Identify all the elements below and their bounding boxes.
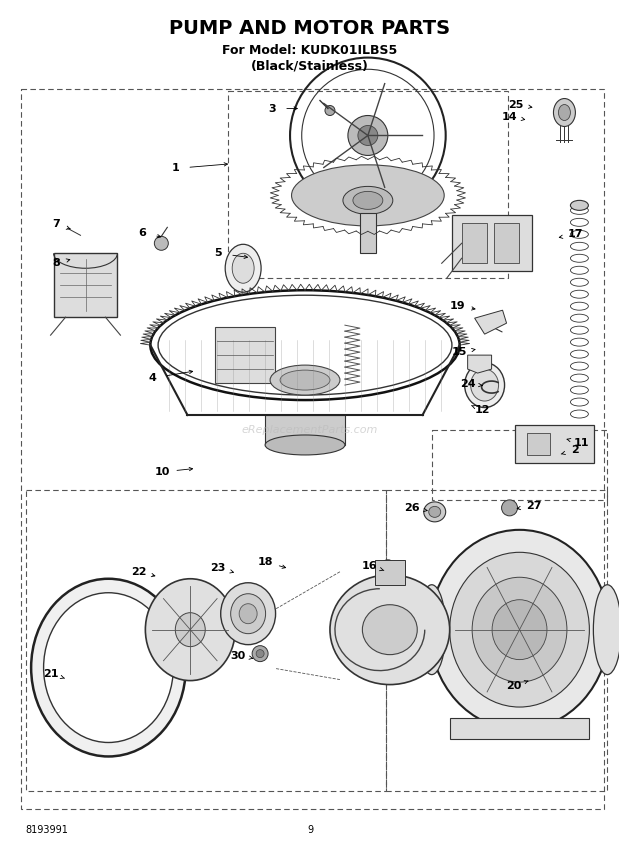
Text: 1: 1	[171, 163, 179, 174]
Bar	[215, 327, 275, 383]
Text: 19: 19	[450, 301, 466, 312]
Text: (Black/Stainless): (Black/Stainless)	[251, 59, 369, 72]
Text: 20: 20	[506, 681, 521, 691]
Text: 15: 15	[452, 348, 467, 357]
Ellipse shape	[554, 98, 575, 127]
Ellipse shape	[492, 600, 547, 660]
Ellipse shape	[43, 592, 174, 742]
Circle shape	[154, 236, 168, 250]
Bar	[526, 433, 551, 455]
Ellipse shape	[232, 253, 254, 283]
Text: eReplacementParts.com: eReplacementParts.com	[242, 425, 378, 435]
Ellipse shape	[225, 244, 261, 292]
Text: 24: 24	[460, 379, 476, 389]
Text: 4: 4	[148, 373, 156, 383]
Text: 30: 30	[231, 651, 246, 661]
Text: 26: 26	[404, 502, 420, 513]
Text: 25: 25	[508, 99, 523, 110]
Bar	[265, 415, 345, 445]
Polygon shape	[475, 310, 507, 334]
Ellipse shape	[430, 530, 609, 729]
Bar	[462, 223, 487, 264]
Bar	[228, 91, 508, 278]
Circle shape	[348, 116, 388, 156]
Text: 27: 27	[526, 501, 541, 511]
Ellipse shape	[471, 369, 498, 401]
Ellipse shape	[265, 435, 345, 455]
Circle shape	[380, 560, 396, 576]
Circle shape	[384, 564, 392, 572]
Text: 6: 6	[138, 229, 146, 238]
FancyArrowPatch shape	[477, 319, 502, 332]
Circle shape	[256, 650, 264, 657]
Circle shape	[502, 500, 518, 516]
Text: 14: 14	[502, 111, 517, 122]
Text: 9: 9	[307, 825, 313, 835]
Bar	[515, 425, 595, 463]
Text: 23: 23	[211, 562, 226, 573]
Text: 8: 8	[53, 259, 60, 268]
Text: PUMP AND MOTOR PARTS: PUMP AND MOTOR PARTS	[169, 19, 451, 39]
Bar	[494, 223, 518, 264]
Text: 16: 16	[362, 561, 378, 571]
Ellipse shape	[31, 579, 186, 757]
Circle shape	[325, 105, 335, 116]
Text: 2: 2	[572, 445, 579, 455]
Bar	[25, 490, 386, 792]
Ellipse shape	[145, 579, 235, 681]
Text: 12: 12	[475, 405, 490, 415]
Ellipse shape	[464, 363, 505, 407]
Ellipse shape	[418, 585, 446, 675]
Bar	[20, 88, 604, 810]
Ellipse shape	[221, 583, 275, 645]
Ellipse shape	[472, 577, 567, 682]
Bar	[53, 253, 117, 318]
Text: 18: 18	[257, 556, 273, 567]
Ellipse shape	[429, 507, 441, 517]
Text: 11: 11	[574, 438, 589, 448]
Ellipse shape	[280, 370, 330, 390]
Bar	[360, 213, 376, 253]
Text: 17: 17	[568, 229, 583, 240]
Ellipse shape	[343, 187, 393, 214]
Ellipse shape	[291, 165, 444, 226]
Text: For Model: KUDK01ILBS5: For Model: KUDK01ILBS5	[223, 45, 397, 57]
Ellipse shape	[362, 604, 417, 655]
Bar	[452, 216, 531, 271]
Text: 10: 10	[154, 467, 170, 477]
Text: 21: 21	[43, 669, 58, 679]
Ellipse shape	[231, 594, 265, 633]
Ellipse shape	[423, 502, 446, 522]
Ellipse shape	[559, 104, 570, 121]
Circle shape	[252, 645, 268, 662]
Ellipse shape	[239, 603, 257, 624]
Text: 3: 3	[268, 104, 276, 114]
Text: 8193991: 8193991	[25, 825, 69, 835]
Text: 5: 5	[215, 248, 222, 259]
Text: 7: 7	[53, 219, 60, 229]
Ellipse shape	[570, 200, 588, 211]
Bar	[386, 490, 608, 792]
Bar	[432, 430, 608, 500]
Text: 22: 22	[131, 567, 146, 577]
Bar	[375, 560, 405, 585]
Ellipse shape	[353, 192, 383, 210]
Circle shape	[358, 126, 378, 146]
Ellipse shape	[450, 552, 590, 707]
Ellipse shape	[270, 366, 340, 395]
Ellipse shape	[593, 585, 620, 675]
Ellipse shape	[330, 574, 450, 685]
Bar	[450, 717, 590, 740]
Polygon shape	[467, 355, 492, 373]
Ellipse shape	[175, 613, 205, 646]
